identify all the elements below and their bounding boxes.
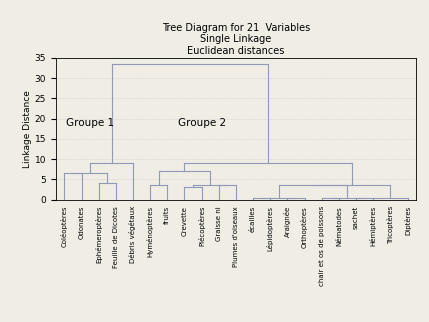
Title: Tree Diagram for 21  Variables
Single Linkage
Euclidean distances: Tree Diagram for 21 Variables Single Lin… <box>162 23 310 56</box>
Y-axis label: Linkage Distance: Linkage Distance <box>23 90 32 168</box>
Text: Groupe 1: Groupe 1 <box>66 118 114 128</box>
Text: Groupe 2: Groupe 2 <box>178 118 226 128</box>
